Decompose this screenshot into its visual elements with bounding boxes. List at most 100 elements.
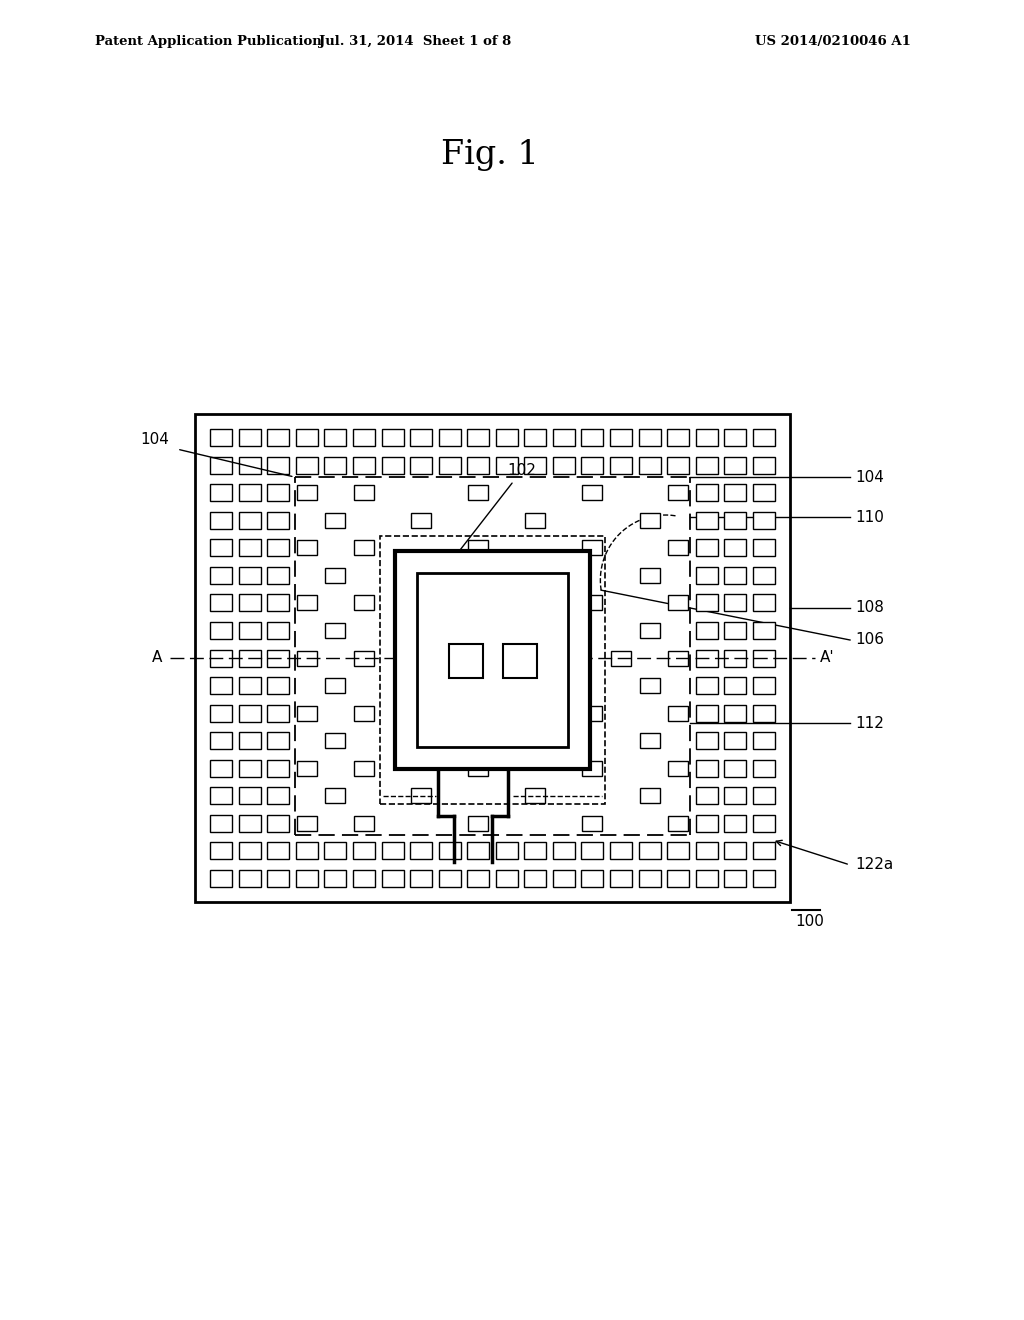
Bar (354, 651, 374, 665)
Bar (239, 622, 261, 639)
Bar (297, 540, 316, 556)
Bar (326, 788, 345, 803)
Bar (525, 733, 546, 748)
Bar (496, 429, 518, 446)
Bar (724, 705, 746, 722)
Bar (297, 816, 316, 830)
Bar (354, 816, 374, 830)
Text: 106: 106 (855, 632, 884, 648)
Bar (210, 870, 232, 887)
Bar (640, 623, 659, 638)
Bar (724, 787, 746, 804)
Bar (210, 429, 232, 446)
Bar (210, 677, 232, 694)
Bar (239, 733, 261, 748)
Bar (267, 512, 290, 529)
Bar (325, 429, 346, 446)
Bar (524, 842, 547, 859)
Bar (411, 429, 432, 446)
Bar (695, 566, 718, 583)
Bar (640, 788, 659, 803)
Bar (724, 566, 746, 583)
Bar (668, 816, 688, 830)
Text: 112: 112 (855, 715, 884, 730)
Bar (610, 457, 632, 474)
Bar (326, 733, 345, 748)
Bar (411, 870, 432, 887)
Bar (753, 457, 775, 474)
Bar (382, 429, 403, 446)
Bar (695, 540, 718, 557)
Bar (353, 457, 375, 474)
Bar (411, 623, 431, 638)
Bar (296, 457, 317, 474)
Bar (583, 595, 602, 610)
Bar (239, 512, 261, 529)
Bar (753, 594, 775, 611)
Bar (195, 414, 790, 902)
Bar (438, 842, 461, 859)
Bar (753, 566, 775, 583)
Bar (297, 760, 316, 776)
Text: 110: 110 (855, 510, 884, 524)
Bar (695, 759, 718, 776)
Bar (239, 814, 261, 832)
Bar (267, 649, 290, 667)
Bar (326, 678, 345, 693)
Bar (411, 513, 431, 528)
Bar (611, 651, 631, 665)
Bar (468, 595, 488, 610)
Bar (411, 651, 431, 665)
Bar (695, 512, 718, 529)
Bar (668, 706, 688, 721)
Bar (411, 568, 431, 583)
Bar (267, 566, 290, 583)
Bar (667, 429, 689, 446)
Bar (380, 536, 605, 804)
Bar (724, 429, 746, 446)
Bar (610, 429, 632, 446)
Bar (210, 787, 232, 804)
Text: 102: 102 (457, 463, 537, 554)
Bar (753, 787, 775, 804)
Bar (210, 484, 232, 502)
Bar (354, 540, 374, 556)
Bar (239, 566, 261, 583)
Bar (210, 759, 232, 776)
Bar (724, 540, 746, 557)
Bar (695, 705, 718, 722)
Bar (525, 623, 546, 638)
Bar (553, 842, 574, 859)
Bar (468, 760, 488, 776)
Bar (610, 842, 632, 859)
Bar (753, 677, 775, 694)
Bar (724, 457, 746, 474)
Bar (724, 814, 746, 832)
Bar (695, 733, 718, 748)
Bar (667, 870, 689, 887)
Text: 100: 100 (795, 913, 824, 929)
Bar (668, 760, 688, 776)
Bar (353, 429, 375, 446)
Bar (496, 457, 518, 474)
Bar (724, 512, 746, 529)
Bar (468, 706, 488, 721)
Bar (239, 787, 261, 804)
Bar (210, 622, 232, 639)
Bar (239, 484, 261, 502)
Bar (695, 429, 718, 446)
Bar (468, 816, 488, 830)
Bar (411, 733, 431, 748)
Text: 122a: 122a (855, 858, 893, 873)
Bar (582, 870, 603, 887)
Bar (210, 814, 232, 832)
Bar (724, 870, 746, 887)
Bar (239, 842, 261, 859)
Bar (382, 842, 403, 859)
Bar (267, 457, 290, 474)
Bar (239, 457, 261, 474)
Bar (724, 733, 746, 748)
Bar (239, 759, 261, 776)
Bar (438, 429, 461, 446)
Bar (524, 429, 547, 446)
